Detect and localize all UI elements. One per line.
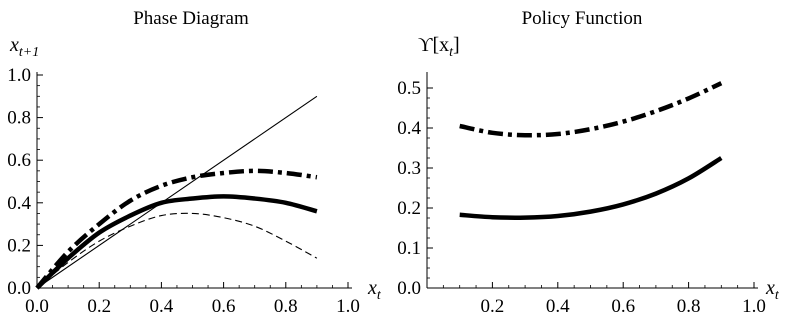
- policy-function-title: Policy Function: [522, 8, 643, 29]
- phase-diagram-y-tick-label: 0.8: [7, 108, 31, 129]
- phase-diagram-y-axis-label: xt+1: [9, 34, 39, 60]
- policy-function-series-thick-solid: [459, 156, 723, 220]
- phase-diagram-y-label-main: x: [9, 34, 19, 56]
- phase-diagram-y-tick-label: 0.6: [7, 150, 31, 171]
- phase-diagram-panel: Phase Diagram xt+1 xt 0.00.20.40.60.81.0…: [7, 8, 382, 317]
- phase-diagram-y-label-sub: t+1: [19, 45, 39, 60]
- policy-function-y-axis-label: ϒ[xt]: [418, 34, 460, 60]
- phase-diagram-x-tick-label: 0.8: [274, 296, 298, 317]
- phase-diagram-title: Phase Diagram: [133, 8, 249, 29]
- policy-function-y-label-main: ϒ[x: [418, 34, 449, 56]
- policy-function-x-tick-label: 1.0: [742, 296, 766, 317]
- policy-function-x-label-main: x: [765, 277, 775, 299]
- policy-function-panel: Policy Function ϒ[xt] xt 0.00.10.20.30.4…: [397, 8, 780, 317]
- policy-function-y-label-sub: t: [449, 45, 454, 60]
- phase-diagram-x-axis-label: xt: [367, 277, 382, 303]
- phase-diagram-x-label-sub: t: [377, 288, 382, 303]
- policy-function-series-thick-dashdot: [459, 81, 723, 138]
- policy-function-x-tick-label: 0.4: [546, 296, 570, 317]
- policy-function-x-axis-label: xt: [765, 277, 780, 303]
- phase-diagram-y-tick-label: 0.2: [7, 235, 31, 256]
- policy-function-y-tick-label: 0.5: [397, 78, 421, 99]
- policy-function-y-tick-label: 0.2: [397, 198, 421, 219]
- policy-function-y-tick-label: 0.4: [397, 118, 421, 139]
- phase-diagram-y-tick-label: 0.0: [7, 278, 31, 299]
- phase-diagram-x-tick-label: 0.6: [212, 296, 236, 317]
- policy-function-y-tick-label: 0.1: [397, 238, 421, 259]
- policy-function-y-tick-label: 0.3: [397, 158, 421, 179]
- phase-diagram-y-tick-label: 0.4: [7, 193, 31, 214]
- phase-diagram-series-thick-solid: [35, 194, 318, 290]
- phase-diagram-series-thin-dashed: [36, 212, 318, 289]
- phase-diagram-series-thick-dashdot: [35, 168, 318, 290]
- phase-diagram-y-tick-label: 1.0: [7, 65, 31, 86]
- policy-function-y-label-end: ]: [453, 34, 460, 56]
- policy-function-x-label-sub: t: [775, 288, 780, 303]
- phase-diagram-series-thin-solid: [36, 95, 318, 289]
- policy-function-x-tick-label: 0.8: [677, 296, 701, 317]
- policy-function-x-tick-label: 0.2: [481, 296, 505, 317]
- phase-diagram-x-tick-label: 0.4: [150, 296, 174, 317]
- phase-diagram-x-tick-label: 1.0: [336, 296, 360, 317]
- phase-diagram-x-label-main: x: [367, 277, 377, 299]
- phase-diagram-x-tick-label: 0.0: [25, 296, 49, 317]
- policy-function-y-tick-label: 0.0: [397, 278, 421, 299]
- policy-function-x-tick-label: 0.6: [611, 296, 635, 317]
- phase-diagram-x-tick-label: 0.2: [87, 296, 111, 317]
